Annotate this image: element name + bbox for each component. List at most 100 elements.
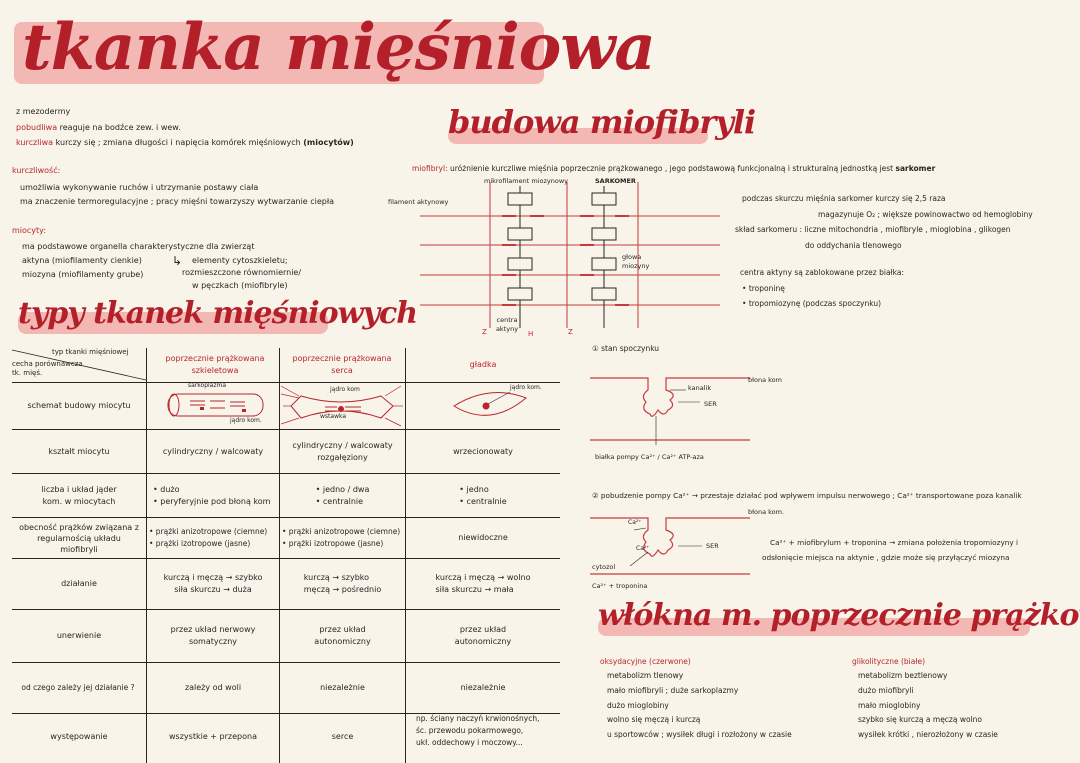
kurczliwosc-line: ma znaczenie termoregulacyjne ; pracy mi… (20, 197, 335, 206)
label-wstawka: wstawka (320, 413, 347, 420)
table-cell: kurczą → szybko męczą → pośrednio (303, 573, 382, 594)
table-cell: • dużo • peryferyjnie pod błoną kom (153, 484, 271, 506)
label-bottom: Ca²⁺ + troponina (592, 582, 648, 590)
row-label: liczba i układ jąder kom. w miocytach (41, 484, 117, 506)
miocyty-right2: rozmieszczone równomiernie/ (182, 268, 302, 277)
stan2-title: ② pobudzenie pompy Ca²⁺ → przestaje dzia… (592, 491, 1022, 500)
table-cell: kurczą i męczą → wolno siła skurczu → ma… (435, 573, 531, 594)
corner-diagonal (11, 349, 147, 381)
table-cell: niezależnie (320, 683, 365, 692)
table-cell: • jedno / dwa • centralnie (315, 484, 370, 506)
kurczliwa-label: kurczliwa (16, 138, 54, 147)
sarcomere-diagram (420, 182, 720, 328)
page-title: tkanka mięśniowa (22, 10, 656, 85)
budowa-title: budowa miofibryli (448, 103, 756, 141)
label-z: Z (568, 328, 573, 336)
label-ca: Ca²⁺ (628, 519, 642, 526)
table-cell: kurczą i męczą → szybko siła skurczu → d… (163, 573, 263, 594)
stan2-note: Ca²⁺ + miofibrylum + troponina → zmiana … (770, 538, 1019, 547)
row-label: występowanie (50, 731, 108, 741)
column-header: poprzecznie prążkowana szkieletowa (165, 354, 265, 375)
typy-title: typy tkanek mięśniowych (18, 296, 418, 331)
cardiac-cell-diagram (281, 385, 403, 427)
label-jadro: jądro kom (330, 386, 360, 393)
glikolityczne-item: mało mioglobiny (858, 701, 921, 710)
budowa-note: skład sarkomeru : liczne mitochondria , … (735, 225, 1011, 234)
corner-top: typ tkanki mięśniowej (52, 348, 129, 356)
oksydacyjne-item: u sportowców ; wysiłek długi i rozłożony… (607, 730, 792, 739)
label-miozynowy: mikrofilament miozynowy (484, 177, 568, 185)
glikolityczne-item: dużo miofibryli (858, 686, 914, 695)
miocyty-aktyna: aktyna (miofilamenty cienkie) (22, 256, 142, 265)
label-sarkomer: SARKOMER (595, 177, 636, 185)
bracket-arrow-icon: ↳ (172, 254, 183, 268)
bullet-text: troponinę (748, 284, 785, 293)
pobudliwa-label: pobudliwa (16, 123, 58, 132)
budowa-note: podczas skurczu mięśnia sarkomer kurczy … (742, 194, 946, 203)
skeletal-cell-diagram (167, 393, 264, 417)
bullet-text: tropomiozynę (podczas spoczynku) (748, 299, 881, 308)
label-centra: centra aktyny (495, 316, 519, 333)
oksydacyjne-item: metabolizm tlenowy (607, 671, 684, 680)
label-sarkoplazma: sarkoplazma (188, 382, 227, 389)
table-cell: wrzecionowaty (453, 446, 513, 456)
table-cell: przez układ autonomiczny (454, 625, 512, 646)
smooth-cell-diagram (453, 391, 527, 416)
row-label: od czego zależy jej działanie ? (21, 683, 135, 692)
row-label: schemat budowy miocytu (27, 401, 131, 410)
table-cell: wszystkie + przepona (169, 731, 257, 741)
label-kanalik: kanalik (688, 384, 712, 392)
table-cell: • jedno • centralnie (459, 484, 507, 506)
kurczliwosc-line: umożliwia wykonywanie ruchów i utrzymani… (20, 183, 259, 192)
label-ca: Ca²⁺ (636, 545, 650, 552)
label-jadro: jądro kom. (230, 417, 262, 424)
glikolityczne-label: glikolityczne (białe) (852, 657, 925, 666)
corner-bottom: cecha porównawcza tk. mięś. (12, 360, 83, 377)
label-ser: SER (706, 542, 719, 550)
label-jadro: jądro kom. (510, 384, 542, 391)
label-blona: błona kom. (748, 508, 785, 516)
bullet-item: • tropomiozynę (podczas spoczynku) (742, 299, 881, 308)
stan1-title: ① stan spoczynku (592, 344, 660, 353)
row-label: kształt miocytu (48, 446, 110, 456)
glikolityczne-item: wysiłek krótki , nierozłożony w czasie (858, 730, 998, 739)
intro-line1: z mezodermy (16, 107, 71, 116)
miocyty-right3: w pęczkach (miofibryle) (192, 281, 288, 290)
label-blona: błona kom (748, 376, 782, 384)
table-cell: cylindryczny / walcowaty (162, 446, 264, 456)
bullet-item: • troponinę (742, 284, 785, 293)
table-cell: przez układ nerwowy somatyczny (170, 625, 256, 646)
label-pompa: białka pompy Ca²⁺ / Ca²⁺ ATP-aza (595, 453, 704, 461)
pobudliwa-text: reaguje na bodźce zew. i wew. (59, 123, 181, 132)
def-bold: sarkomer (895, 164, 936, 173)
miocyty-line1: ma podstawowe organella charakterystyczn… (22, 242, 255, 251)
row-label: działanie (61, 579, 97, 588)
label-cytozol: cytozol (592, 563, 616, 571)
table-cell: cylindryczny / walcowaty rozgałęziony (292, 440, 393, 462)
table-cell: niewidoczne (458, 533, 508, 542)
table-cell: zależy od woli (184, 683, 242, 692)
oksydacyjne-item: wolno się męczą i kurczą (607, 715, 701, 724)
kurczliwosc-label: kurczliwość: (12, 166, 61, 175)
stan2-note: odsłonięcie miejsca na aktynie , gdzie m… (762, 553, 1010, 562)
glikolityczne-item: metabolizm beztlenowy (858, 671, 948, 680)
kurczliwa-bold: (miocytów) (303, 138, 354, 147)
intro-kurczliwa: kurczliwa kurczy się ; zmiana długości i… (16, 138, 354, 147)
centra-note: centra aktyny są zablokowane przez białk… (740, 268, 905, 277)
row-label: obecność prążków związana z regularności… (19, 522, 139, 554)
stan1-diagram (590, 377, 750, 445)
column-header: gładka (469, 360, 497, 369)
def-text: uróżnienie kurczliwe mięśnia poprzecznie… (450, 164, 894, 173)
glikolityczne-item: szybko się kurczą a męczą wolno (858, 715, 982, 724)
oksydacyjne-item: dużo mioglobiny (607, 701, 669, 710)
table-cell: • prążki anizotropowe (ciemne) • prążki … (149, 527, 268, 548)
budowa-note: do oddychania tlenowego (805, 241, 902, 250)
table-cell: niezależnie (460, 683, 506, 692)
table-cell: serce (331, 731, 354, 741)
intro-pobudliwa: pobudliwa reaguje na bodźce zew. i wew. (16, 123, 181, 132)
column-header: poprzecznie prążkowana serca (292, 354, 392, 375)
label-glowa: głowa miozyny (622, 253, 650, 270)
miocyty-miozyna: miozyna (miofilamenty grube) (22, 270, 144, 279)
label-z: Z (482, 328, 487, 336)
miofibryl-definition: miofibryl: uróżnienie kurczliwe mięśnia … (412, 164, 935, 173)
